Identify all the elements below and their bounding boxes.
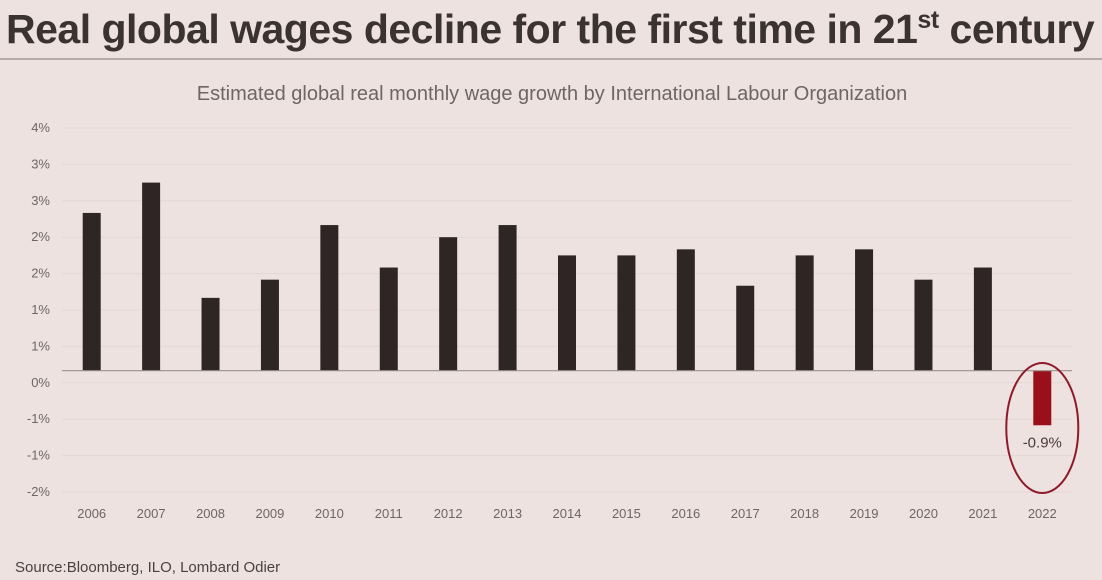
source-note: Source:Bloomberg, ILO, Lombard Odier <box>15 559 280 576</box>
highlight-value-label: -0.9% <box>1023 434 1062 451</box>
x-tick-label: 2022 <box>1028 506 1057 521</box>
x-tick-label: 2021 <box>968 506 997 521</box>
bar-2020 <box>914 279 933 371</box>
bar-2022 <box>1033 370 1052 426</box>
x-tick-label: 2016 <box>671 506 700 521</box>
y-tick-label: 2% <box>31 266 50 281</box>
bar-2013 <box>498 225 517 371</box>
x-axis-ticks: 2006 2007 2008 2009 2010 2011 2012 2013 2014 2015… <box>77 506 1057 521</box>
highlight-circle <box>1005 362 1080 494</box>
bar-2021 <box>973 267 992 371</box>
bar-2019 <box>855 249 874 371</box>
title-main: Real global wages decline for the first … <box>6 6 918 52</box>
x-tick-label: 2012 <box>434 506 463 521</box>
bars <box>82 182 1052 426</box>
y-tick-label: 3% <box>31 193 50 208</box>
bar-2018 <box>795 255 814 371</box>
x-tick-label: 2020 <box>909 506 938 521</box>
x-tick-label: 2017 <box>731 506 760 521</box>
y-tick-label: 2% <box>31 229 50 244</box>
bar-2017 <box>736 285 755 371</box>
chart-subtitle: Estimated global real monthly wage growt… <box>197 83 907 105</box>
x-tick-label: 2011 <box>375 506 403 521</box>
x-tick-label: 2009 <box>255 506 284 521</box>
y-tick-label: -1% <box>27 448 51 463</box>
x-tick-label: 2008 <box>196 506 225 521</box>
y-tick-label: 3% <box>31 156 50 171</box>
x-tick-label: 2010 <box>315 506 344 521</box>
y-tick-label: 4% <box>31 120 50 135</box>
y-tick-label: -2% <box>27 484 51 499</box>
x-tick-label: 2014 <box>553 506 582 521</box>
x-tick-label: 2013 <box>493 506 522 521</box>
bar-2006 <box>82 212 101 371</box>
x-tick-label: 2006 <box>77 506 106 521</box>
y-axis-ticks: 4% 3% 3% 2% 2% 1% 1% 0% -1% -1% -2% <box>27 120 51 499</box>
x-tick-label: 2015 <box>612 506 641 521</box>
y-tick-label: 1% <box>31 338 50 353</box>
y-tick-label: -1% <box>27 411 51 426</box>
bar-2014 <box>558 255 576 371</box>
bar-2009 <box>260 279 279 371</box>
highlight-callout: -0.9% <box>1005 362 1080 494</box>
bar-2010 <box>320 225 339 371</box>
x-tick-label: 2019 <box>850 506 879 521</box>
x-tick-label: 2007 <box>137 506 166 521</box>
bar-2012 <box>439 237 458 371</box>
chart-title: Real global wages decline for the first … <box>6 2 1102 56</box>
bar-2008 <box>201 297 220 371</box>
title-superscript: st <box>917 6 939 34</box>
title-divider <box>0 58 1102 60</box>
bar-2016 <box>676 249 695 371</box>
bar-2007 <box>142 182 161 371</box>
x-tick-label: 2018 <box>790 506 819 521</box>
title-suffix: century <box>938 6 1095 52</box>
bar-2015 <box>617 255 636 371</box>
bar-2011 <box>379 267 398 371</box>
y-tick-label: 0% <box>31 375 50 390</box>
y-tick-label: 1% <box>31 302 50 317</box>
